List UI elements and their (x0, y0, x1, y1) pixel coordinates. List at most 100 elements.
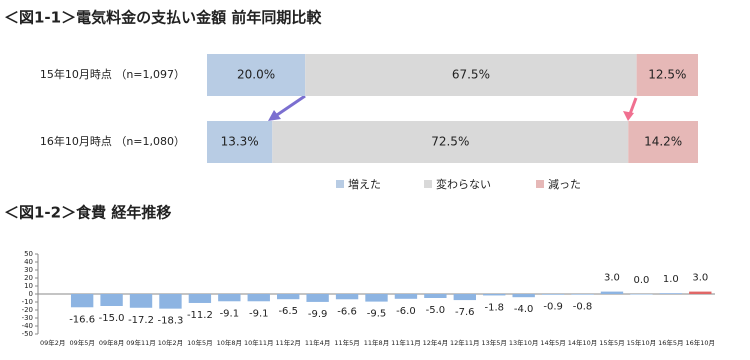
bar (70, 294, 94, 308)
bar (306, 294, 329, 302)
value-label: 3.0 (604, 273, 620, 284)
category-label: 16年10月時点 （n=1,080） (40, 134, 185, 148)
legend-label: 増えた (348, 178, 381, 191)
value-label: -5.0 (426, 305, 446, 316)
bar (571, 294, 594, 295)
bar (159, 294, 182, 309)
value-label: 0.0 (633, 275, 649, 286)
x-tick-label: 11年5月 (334, 338, 359, 347)
legend-swatch (336, 180, 344, 188)
value-label: 20.0% (237, 68, 275, 82)
y-tick-label: -50 (22, 330, 33, 338)
bar (689, 291, 712, 294)
legend-swatch (536, 180, 544, 188)
x-tick-label: 11年4月 (305, 338, 330, 347)
bar (129, 294, 153, 308)
x-tick-label: 13年10月 (509, 338, 539, 347)
value-label: -0.9 (543, 302, 563, 313)
bar (247, 294, 270, 302)
y-tick-label: -20 (22, 306, 33, 314)
x-tick-label: 11年8月 (364, 338, 389, 347)
bar (483, 294, 506, 296)
y-tick-label: 20 (24, 274, 33, 282)
bar (218, 294, 241, 302)
y-tick-label: 40 (24, 258, 33, 266)
x-tick-label: 12年11月 (450, 338, 480, 347)
x-tick-label: 16年5月 (658, 338, 683, 347)
value-label: -15.0 (99, 313, 125, 324)
category-label: 15年10月時点 （n=1,097） (40, 67, 185, 81)
y-tick-label: 50 (24, 250, 33, 258)
bar-segment (207, 121, 273, 163)
y-tick-label: -10 (22, 298, 33, 306)
value-label: -6.0 (396, 306, 416, 317)
value-label: -17.2 (128, 315, 154, 326)
value-label: 72.5% (431, 135, 469, 149)
y-tick-label: -40 (22, 322, 33, 330)
value-label: -6.5 (278, 306, 298, 317)
bar (277, 294, 300, 300)
value-label: -9.9 (308, 309, 328, 320)
value-label: 3.0 (692, 273, 708, 284)
arrows (268, 94, 638, 121)
y-tick-label: 0 (29, 290, 33, 298)
legend-label: 減った (548, 177, 581, 191)
value-label: -18.3 (158, 316, 184, 327)
value-label: -0.8 (573, 302, 593, 313)
x-tick-label: 14年10月 (568, 338, 598, 347)
bar-segment (305, 54, 637, 96)
value-label: -9.1 (249, 308, 269, 319)
value-label: -7.6 (455, 307, 475, 318)
bar (630, 294, 653, 295)
bar (659, 293, 683, 294)
chart-title: ＜図1-2＞食費 経年推移 (4, 204, 171, 222)
value-label: 14.2% (644, 135, 682, 149)
legend-label: 変わらない (436, 177, 491, 191)
bar-segment (272, 121, 629, 163)
value-label: -9.1 (220, 308, 240, 319)
value-label: 12.5% (648, 68, 686, 82)
x-tick-label: 15年10月 (627, 338, 657, 347)
x-tick-label: 11年11月 (391, 338, 421, 347)
value-label: -9.5 (367, 309, 387, 320)
bar (365, 294, 388, 302)
bar (100, 294, 123, 306)
bar (335, 294, 359, 300)
bar (394, 294, 418, 299)
value-label: -16.6 (69, 314, 95, 325)
value-label: -4.0 (514, 304, 534, 315)
bar (600, 291, 624, 294)
legend-swatch (424, 180, 432, 188)
bar-segment (636, 54, 698, 96)
value-label: -11.2 (187, 310, 213, 321)
bar-segment (628, 121, 698, 163)
x-tick-label: 12年4月 (423, 338, 448, 347)
value-label: -6.6 (337, 306, 357, 317)
value-label: 1.0 (663, 274, 679, 285)
bar (188, 294, 212, 303)
bar (424, 294, 447, 298)
x-tick-label: 10年2月 (158, 338, 183, 347)
bar-segment (207, 54, 306, 96)
x-tick-label: 09年5月 (69, 338, 94, 347)
value-label: 67.5% (452, 68, 490, 82)
x-tick-label: 16年10月 (686, 338, 716, 347)
x-tick-label: 13年5月 (482, 338, 507, 347)
y-tick-label: 30 (24, 266, 33, 274)
bar (453, 294, 476, 301)
bar (512, 294, 535, 298)
bar (541, 294, 565, 295)
y-tick-label: 10 (24, 282, 33, 290)
x-tick-label: 10年8月 (217, 338, 242, 347)
x-tick-label: 09年2月 (40, 338, 65, 347)
chart-title: ＜図1-1＞電気料金の支払い金額 前年同期比較 (4, 9, 322, 27)
x-tick-label: 09年8月 (99, 338, 124, 347)
y-tick-label: -30 (22, 314, 33, 322)
x-tick-label: 11年2月 (275, 338, 300, 347)
x-tick-label: 14年5月 (540, 338, 565, 347)
x-tick-label: 15年5月 (599, 338, 624, 347)
x-tick-label: 09年11月 (126, 338, 156, 347)
x-tick-label: 10年5月 (187, 338, 212, 347)
